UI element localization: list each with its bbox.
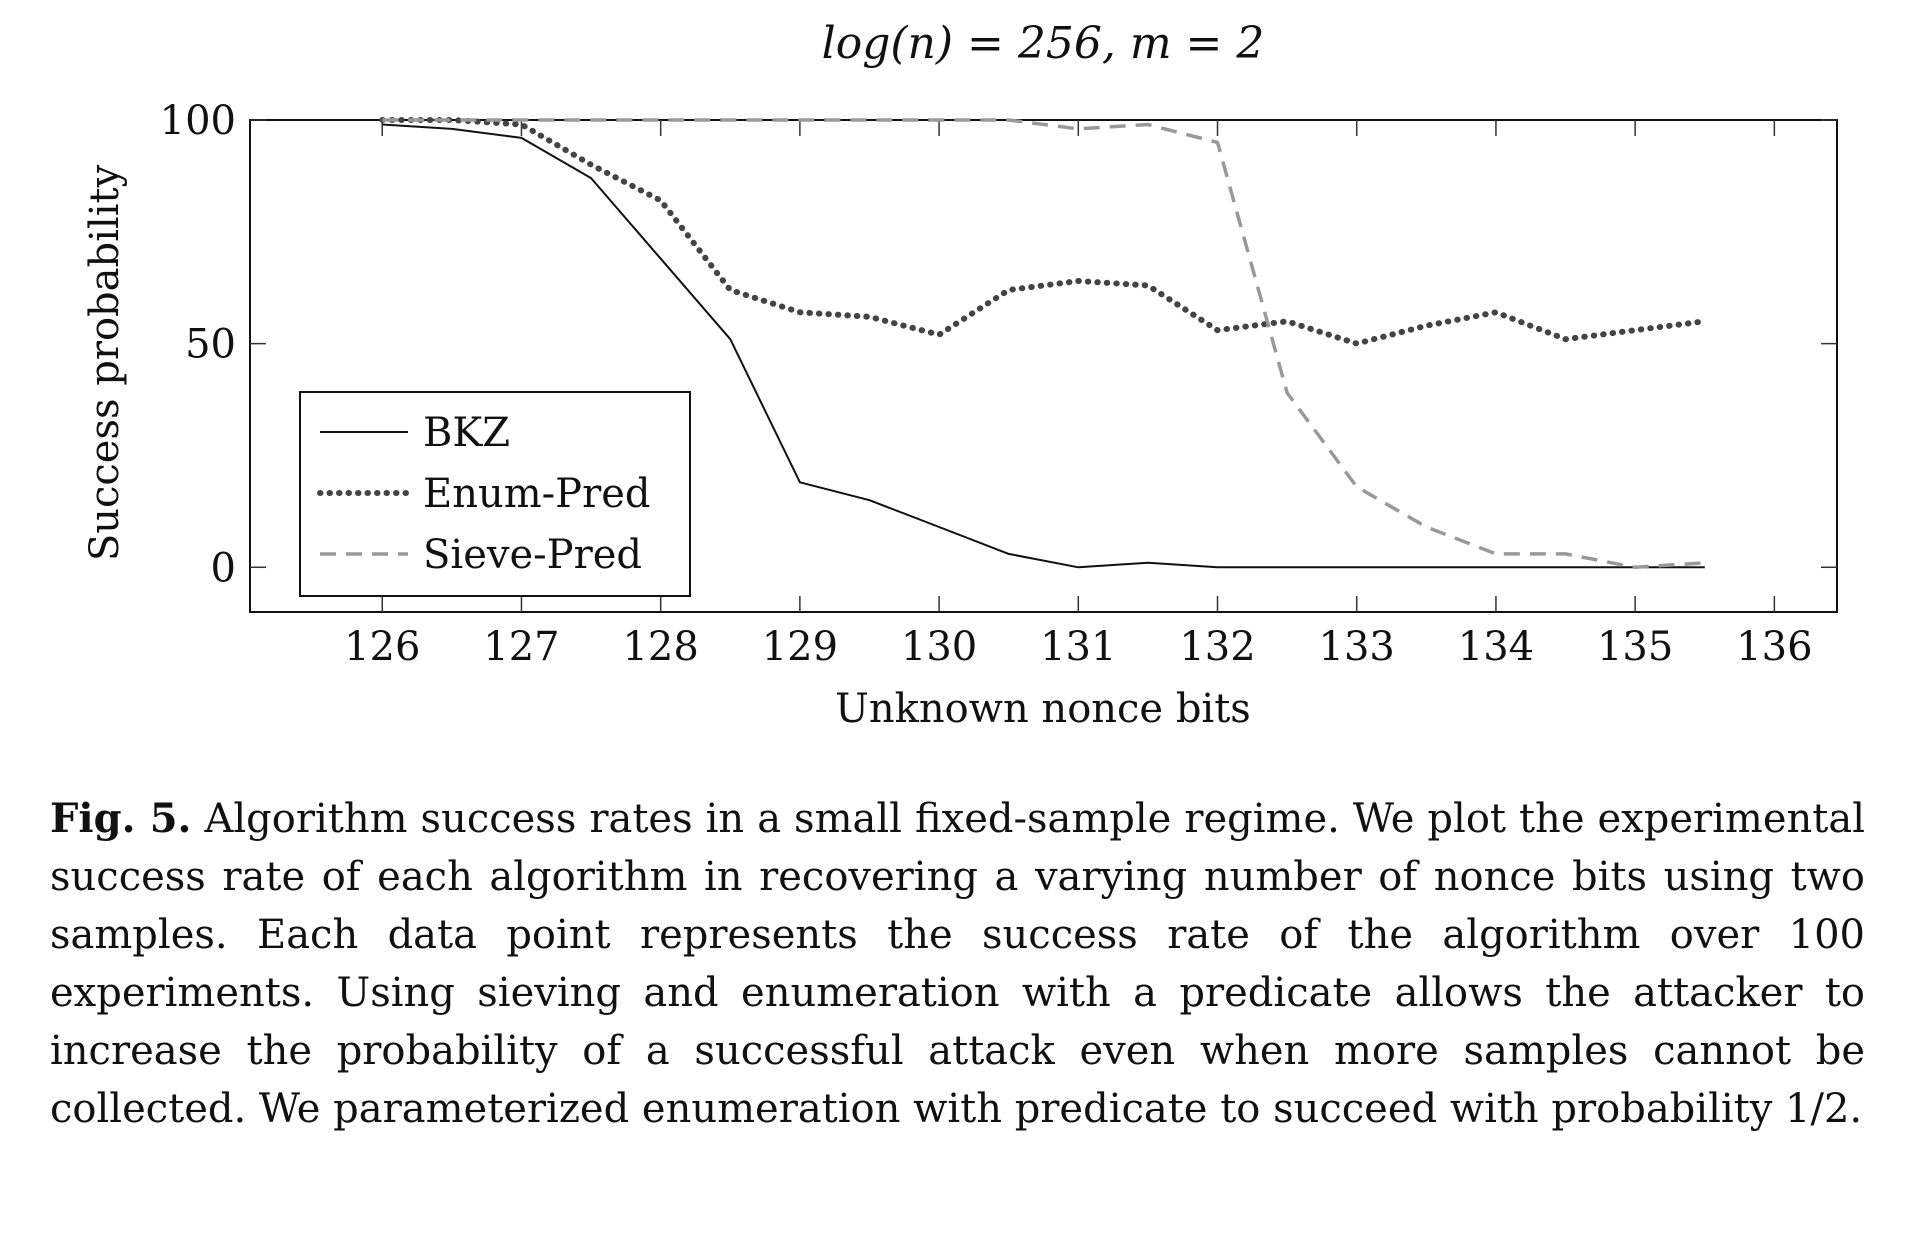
y-axis: 0 50 100 — [160, 98, 1837, 591]
line-chart: log(n) = 256, m = 2 126 127 128 129 130 131 13… — [82, 18, 1838, 732]
figure-caption: Fig. 5. Algorithm success rates in a sma… — [50, 790, 1865, 1138]
x-tick-label: 126 — [344, 624, 420, 670]
x-tick-label: 134 — [1458, 624, 1534, 670]
series-layer — [379, 117, 1708, 570]
series-line-sieve-pred — [382, 118, 1705, 570]
plot-area — [249, 119, 1838, 613]
legend-label: BKZ — [423, 410, 510, 456]
series-line-enum-pred — [379, 117, 1708, 347]
legend: BKZ Enum-Pred Sieve-Pred — [299, 391, 691, 597]
x-tick-label: 130 — [901, 624, 977, 670]
caption-label: Fig. 5. — [50, 795, 192, 842]
series-line-bkz — [382, 123, 1705, 569]
x-axis: 126 127 128 129 130 131 132 133 134 135 136 — [344, 120, 1813, 670]
plot-frame — [249, 119, 1838, 613]
x-tick-label: 133 — [1319, 624, 1395, 670]
y-tick-label: 0 — [211, 545, 236, 591]
x-tick-label: 127 — [483, 624, 559, 670]
x-tick-label: 136 — [1736, 624, 1812, 670]
x-tick-label: 135 — [1597, 624, 1673, 670]
chart-title: log(n) = 256, m = 2 — [822, 18, 1265, 69]
legend-label: Sieve-Pred — [423, 532, 642, 578]
y-axis-label: Success probability — [82, 164, 128, 561]
y-tick-label: 100 — [160, 98, 236, 144]
y-tick-label: 50 — [185, 322, 236, 368]
legend-label: Enum-Pred — [423, 471, 650, 517]
x-tick-label: 132 — [1179, 624, 1255, 670]
x-tick-label: 129 — [762, 624, 838, 670]
x-tick-label: 128 — [622, 624, 698, 670]
caption-text: Algorithm success rates in a small fixed… — [50, 796, 1866, 1132]
x-tick-label: 131 — [1040, 624, 1116, 670]
x-axis-label: Unknown nonce bits — [835, 686, 1251, 732]
